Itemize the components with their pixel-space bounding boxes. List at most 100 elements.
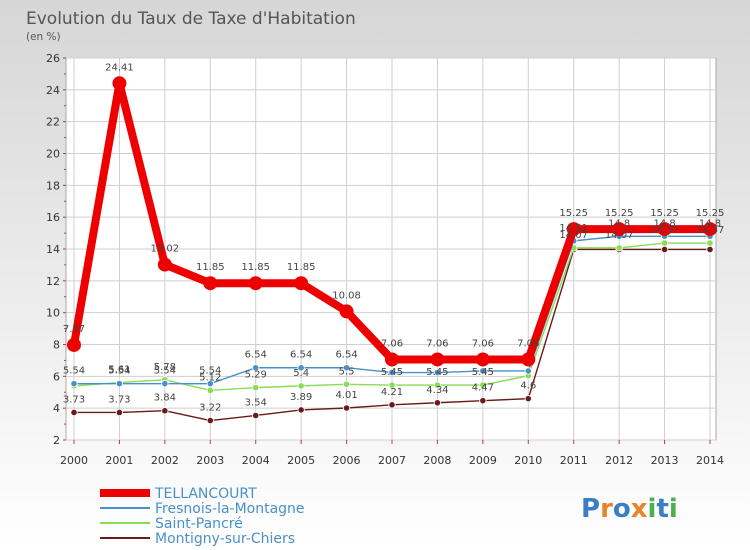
data-label: 3.84 <box>154 393 176 404</box>
data-point[interactable] <box>297 382 305 390</box>
chart-title: Evolution du Taux de Taxe d'Habitation <box>26 9 356 29</box>
data-label: 11.85 <box>196 262 225 273</box>
brand-letter: r <box>600 494 613 524</box>
data-point[interactable] <box>115 408 124 417</box>
data-point[interactable] <box>388 401 396 409</box>
data-label: 7.06 <box>517 338 539 349</box>
data-label: 5.54 <box>199 366 221 377</box>
data-label: 13.02 <box>151 244 180 255</box>
data-label: 4.47 <box>472 383 494 394</box>
data-label: 15.25 <box>696 208 725 219</box>
data-label: 3.73 <box>108 394 130 405</box>
data-point[interactable] <box>524 395 532 403</box>
data-label: 14.37 <box>696 225 725 236</box>
data-point[interactable] <box>67 337 81 352</box>
data-point[interactable] <box>161 380 169 388</box>
data-point[interactable] <box>294 276 309 291</box>
data-point[interactable] <box>70 408 78 417</box>
data-point[interactable] <box>206 416 214 425</box>
data-point[interactable] <box>70 380 78 388</box>
data-label: 14.07 <box>559 230 588 241</box>
data-label: 5.5 <box>339 366 355 377</box>
data-point[interactable] <box>388 381 396 389</box>
data-point[interactable] <box>703 222 717 237</box>
data-point[interactable] <box>479 367 487 375</box>
data-label: 14.8 <box>653 218 675 229</box>
data-point[interactable] <box>297 406 305 414</box>
data-label: 11.85 <box>287 262 316 273</box>
data-point[interactable] <box>115 380 124 388</box>
x-tick-label: 2003 <box>196 454 224 467</box>
data-point[interactable] <box>612 222 627 237</box>
data-point[interactable] <box>524 367 532 375</box>
data-label: 14.8 <box>608 218 630 229</box>
data-point[interactable] <box>161 407 169 415</box>
data-point[interactable] <box>157 257 172 272</box>
x-tick-label: 2002 <box>151 454 179 467</box>
y-tick-label: 24 <box>46 84 60 97</box>
data-point[interactable] <box>660 245 669 254</box>
data-point[interactable] <box>521 352 536 367</box>
chart-subtitle: (en %) <box>26 31 61 43</box>
brand-letter: t <box>656 494 668 524</box>
data-point[interactable] <box>112 76 127 91</box>
legend: TELLANCOURTFresnois-la-MontagneSaint-Pan… <box>100 486 305 547</box>
data-point[interactable] <box>342 380 351 388</box>
data-label: 6.54 <box>245 350 267 361</box>
data-point[interactable] <box>706 245 714 254</box>
data-label: 5.12 <box>199 372 221 383</box>
data-label: 15.25 <box>559 208 588 219</box>
data-point[interactable] <box>252 364 260 372</box>
data-point[interactable] <box>342 404 351 412</box>
brand-letter: P <box>581 494 600 524</box>
data-point[interactable] <box>252 411 260 420</box>
y-tick-label: 10 <box>46 307 60 320</box>
data-label: 4.21 <box>381 387 403 398</box>
y-tick-label: 14 <box>46 243 60 256</box>
data-point[interactable] <box>385 352 399 367</box>
data-label: 5.54 <box>108 366 130 377</box>
data-point[interactable] <box>339 304 354 319</box>
data-label: 5.78 <box>154 362 176 373</box>
data-point[interactable] <box>433 399 442 407</box>
data-point[interactable] <box>388 368 396 377</box>
data-label: 5.54 <box>154 366 176 377</box>
data-point[interactable] <box>657 222 672 237</box>
data-label: 5.4 <box>293 368 309 379</box>
data-point[interactable] <box>479 381 487 389</box>
data-label: 24.41 <box>105 62 134 73</box>
data-label: 14.8 <box>699 218 721 229</box>
data-point[interactable] <box>475 352 490 367</box>
x-tick-label: 2000 <box>60 454 88 467</box>
data-label: 10.08 <box>332 290 361 301</box>
y-tick-label: 4 <box>53 402 60 415</box>
data-point[interactable] <box>342 364 351 372</box>
data-point[interactable] <box>252 384 260 392</box>
data-point[interactable] <box>566 222 581 237</box>
data-point[interactable] <box>433 368 442 377</box>
data-point[interactable] <box>430 352 445 367</box>
x-tick-label: 2009 <box>469 454 497 467</box>
data-point[interactable] <box>248 276 263 291</box>
data-point[interactable] <box>206 380 214 388</box>
data-point[interactable] <box>706 239 714 247</box>
data-point[interactable] <box>297 364 305 372</box>
x-tick-label: 2014 <box>696 454 724 467</box>
y-tick-label: 2 <box>53 434 60 447</box>
data-labels: 7.97 24.41 13.02 11.85 11.85 11.85 10.08 7.06 7.… <box>63 62 724 413</box>
x-tick-label: 2005 <box>287 454 315 467</box>
data-point[interactable] <box>660 239 669 247</box>
data-label: 3.89 <box>290 392 312 403</box>
data-point[interactable] <box>203 276 218 291</box>
data-label: 5.45 <box>472 367 494 378</box>
data-point[interactable] <box>206 386 214 394</box>
legend-label-3: Montigny-sur-Chiers <box>155 531 295 547</box>
data-label: 5.54 <box>63 366 85 377</box>
series-layer <box>67 76 717 425</box>
data-label: 7.06 <box>426 338 448 349</box>
data-point[interactable] <box>615 244 623 252</box>
data-point[interactable] <box>433 381 442 389</box>
data-point[interactable] <box>479 397 487 405</box>
y-tick-label: 26 <box>46 52 60 65</box>
